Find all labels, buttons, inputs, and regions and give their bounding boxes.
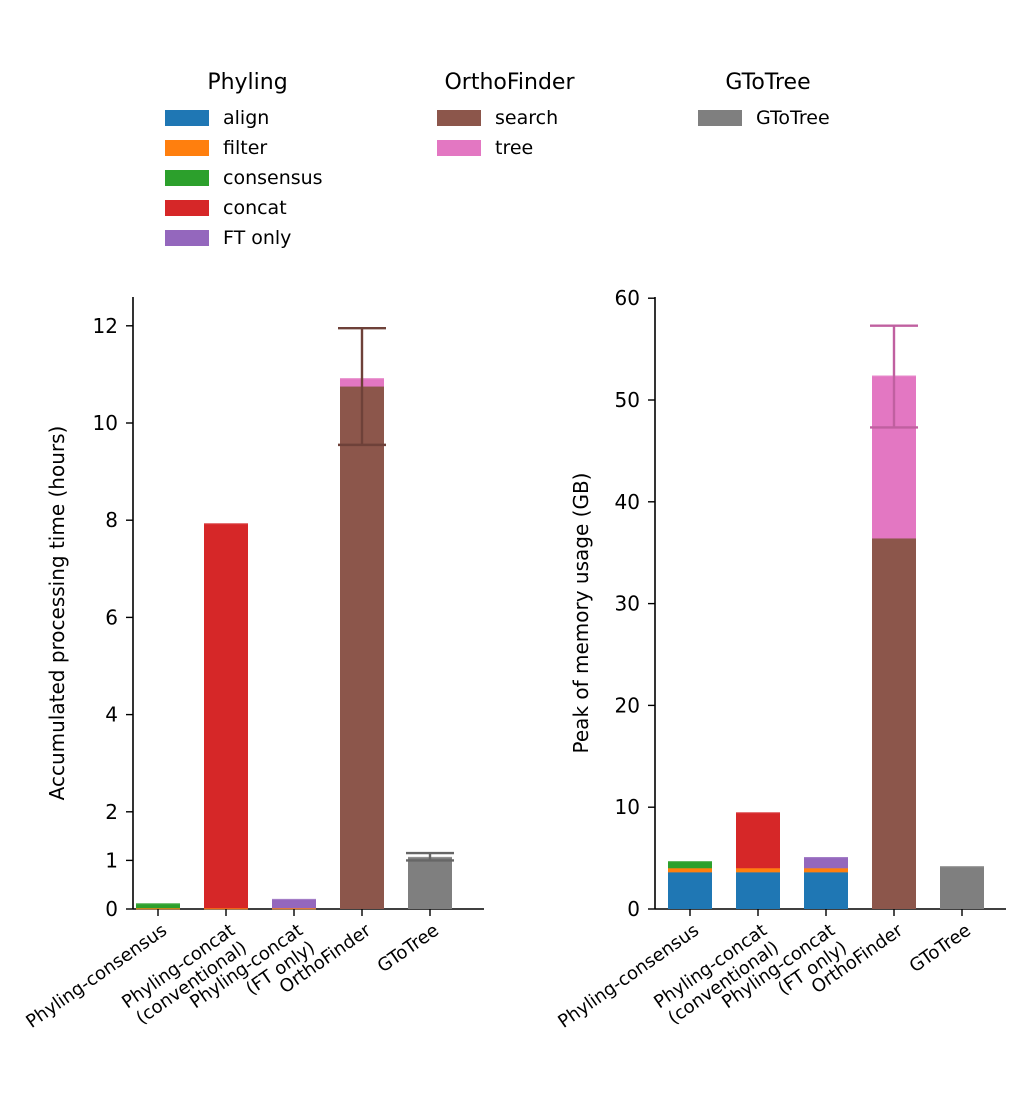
legend-item: consensus [165, 163, 330, 193]
y-tick-label: 50 [615, 388, 640, 412]
bar-segment-align [804, 872, 848, 909]
y-tick-label: 10 [615, 795, 640, 819]
bar-segment-consensus [136, 904, 180, 909]
legend-item: search [437, 103, 582, 133]
legend-swatch [165, 110, 209, 126]
y-tick-label: 1 [105, 848, 118, 872]
legend-label: concat [223, 197, 287, 219]
legend-item: filter [165, 133, 330, 163]
y-tick-label: 6 [105, 605, 118, 629]
legend-swatch [698, 110, 742, 126]
legend-item: GToTree [698, 103, 838, 133]
legend-item: concat [165, 193, 330, 223]
y-tick-label: 0 [105, 897, 118, 921]
legend-label: tree [495, 137, 534, 159]
bar-segment-align [736, 872, 780, 909]
bar-segment-search [872, 538, 916, 909]
y-tick-label: 20 [615, 693, 640, 717]
bar-segment-filter [736, 868, 780, 873]
bar-segment-gtotree [940, 867, 984, 909]
x-tick-label-line: GToTree [374, 920, 443, 977]
legend-label: consensus [223, 167, 323, 189]
legend-swatch [165, 230, 209, 246]
bar-segment-filter [668, 868, 712, 873]
bar-segment-align [668, 872, 712, 909]
legend-title: GToTree [725, 70, 811, 95]
bar-segment-ft-only [272, 900, 316, 909]
legend-group-phyling: Phyling align filter consensus concat FT only [165, 70, 330, 253]
legend-label: filter [223, 137, 268, 159]
legend-swatch [165, 170, 209, 186]
legend-swatch [437, 140, 481, 156]
legend-swatch [165, 200, 209, 216]
bar-segment-ft-only [804, 858, 848, 869]
y-tick-label: 60 [615, 286, 640, 310]
y-axis-title: Accumulated processing time (hours) [45, 426, 69, 801]
x-tick-label-line: GToTree [906, 920, 975, 977]
legend-item: align [165, 103, 330, 133]
x-tick-label: GToTree [374, 920, 443, 977]
bar-segment-search [340, 386, 384, 909]
legend-label: align [223, 107, 270, 129]
legend-item: FT only [165, 223, 330, 253]
y-tick-label: 2 [105, 800, 118, 824]
y-tick-label: 4 [105, 703, 118, 727]
legend-item: tree [437, 133, 582, 163]
y-tick-label: 8 [105, 508, 118, 532]
legend-label: GToTree [756, 107, 830, 129]
legend-group-gtotree: GToTree GToTree [698, 70, 838, 133]
legend-title: Phyling [207, 70, 288, 95]
y-tick-label: 12 [93, 314, 118, 338]
bar-segment-concat [736, 813, 780, 869]
bar-segment-filter [804, 868, 848, 873]
bar-segment-concat [204, 524, 248, 909]
x-tick-label: GToTree [906, 920, 975, 977]
y-tick-label: 10 [93, 411, 118, 435]
legend-swatch [165, 140, 209, 156]
legend-group-orthofinder: OrthoFinder search tree [437, 70, 582, 163]
bar-segment-consensus [668, 862, 712, 869]
y-axis-title: Peak of memory usage (GB) [569, 473, 593, 754]
legend-title: OrthoFinder [444, 70, 575, 95]
y-tick-label: 40 [615, 490, 640, 514]
y-tick-label: 0 [627, 897, 640, 921]
legend-label: search [495, 107, 559, 129]
bar-segment-gtotree [408, 857, 452, 909]
legend-swatch [437, 110, 481, 126]
legend-label: FT only [223, 227, 292, 249]
y-tick-label: 30 [615, 592, 640, 616]
